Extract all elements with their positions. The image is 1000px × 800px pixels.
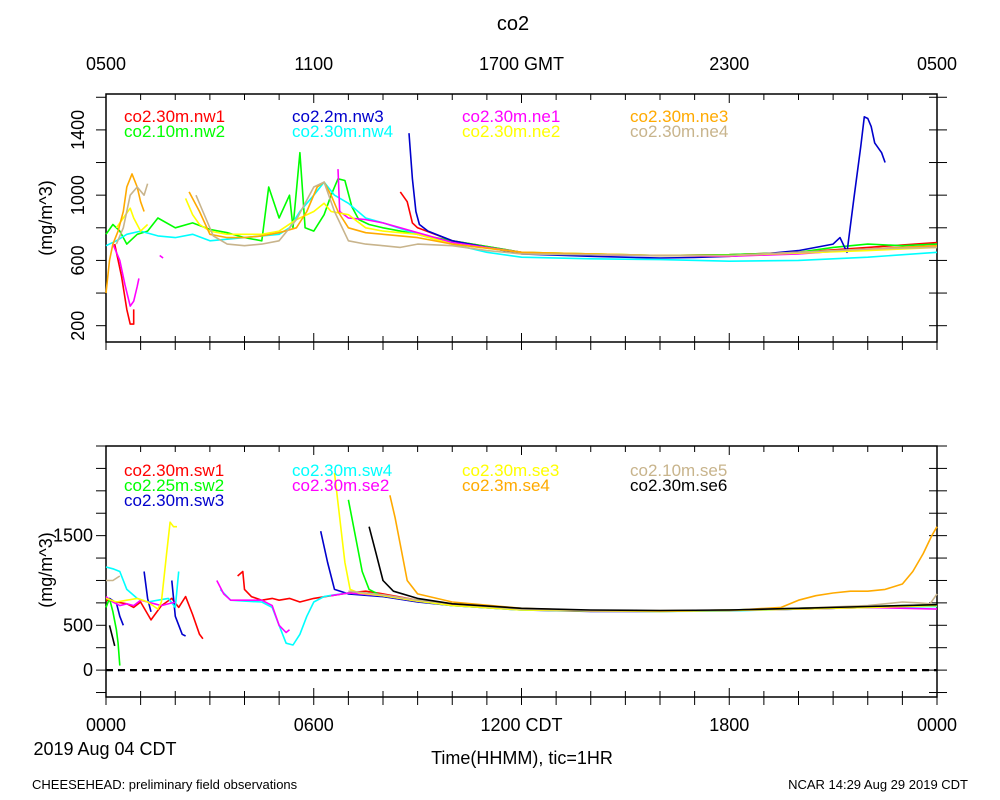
date-label: 2019 Aug 04 CDT	[33, 739, 176, 759]
series-line-co2.30m.ne4	[115, 181, 938, 257]
bottom-panel-lines	[105, 472, 938, 666]
legend-co2.25m.sw2: co2.25m.sw2	[124, 476, 224, 495]
legend-co2.2m.nw3: co2.2m.nw3	[292, 107, 384, 126]
series-line-co2.30m.sw3	[109, 531, 938, 637]
legend-co2.30m.sw1: co2.30m.sw1	[124, 461, 224, 480]
bottom-panel-ticks	[96, 445, 947, 705]
bottom-ytick-label: 500	[63, 615, 93, 635]
series-line-co2.30m.sw1	[105, 570, 938, 640]
legend-co2.30m.se6: co2.30m.se6	[630, 476, 727, 495]
legend-co2.30m.ne1: co2.30m.ne1	[462, 107, 560, 126]
legend-co2.10m.se5: co2.10m.se5	[630, 461, 727, 480]
series-line-co2.30m.sw4	[105, 566, 938, 646]
bottom-axis-tick-label: 1800	[709, 715, 749, 735]
series-line-co2.30m.se2	[105, 580, 938, 634]
legend-co2.30m.sw4: co2.30m.sw4	[292, 461, 392, 480]
top-axis-tick-label: 2300	[709, 54, 749, 74]
legend-co2.30m.se2: co2.30m.se2	[292, 476, 389, 495]
legend-co2.30m.nw1: co2.30m.nw1	[124, 107, 225, 126]
bottom-axis-tick-label: 1200 CDT	[480, 715, 562, 735]
series-line-co2.30m.nw4	[105, 181, 938, 262]
legend-co2.10m.nw2: co2.10m.nw2	[124, 122, 225, 141]
bottom-y-axis-label: (mg/m^3)	[36, 532, 56, 607]
bottom-ytick-label: 0	[83, 660, 93, 680]
top-panel-legend: co2.30m.nw1co2.10m.nw2co2.2m.nw3co2.30m.…	[124, 107, 728, 141]
bottom-axis-tick-label: 0000	[86, 715, 126, 735]
top-y-tick-labels: 200 600 1000 1400	[68, 110, 88, 341]
bottom-ytick-label: 1500	[53, 526, 93, 546]
chart-title: co2	[497, 13, 529, 35]
top-axis-tick-labels: 0500 1100 1700 GMT 2300 0500	[86, 54, 957, 74]
top-y-axis-label: (mg/m^3)	[36, 180, 56, 255]
top-panel-ticks	[96, 94, 947, 350]
legend-co2.30m.nw4: co2.30m.nw4	[292, 122, 393, 141]
top-ytick-label: 1400	[68, 110, 88, 150]
top-axis-tick-label: 1700 GMT	[479, 54, 564, 74]
x-axis-label: Time(HHMM), tic=1HR	[431, 748, 613, 768]
bottom-axis-tick-label: 0000	[917, 715, 957, 735]
bottom-axis-tick-label: 0600	[294, 715, 334, 735]
top-axis-tick-label: 0500	[917, 54, 957, 74]
top-axis-tick-label: 0500	[86, 54, 126, 74]
legend-co2.30m.ne3: co2.30m.ne3	[630, 107, 728, 126]
series-line-co2.25m.sw2	[105, 499, 938, 666]
top-ytick-label: 600	[68, 245, 88, 275]
series-line-co2.10m.se5	[106, 575, 938, 612]
bottom-y-tick-labels: 0 500 1500	[53, 526, 93, 680]
legend-co2.30m.sw3: co2.30m.sw3	[124, 491, 224, 510]
series-line-co2.10m.nw2	[105, 151, 938, 257]
series-line-co2.3m.se4	[389, 495, 938, 612]
top-ytick-label: 200	[68, 311, 88, 341]
bottom-axis-tick-labels: 0000 0600 1200 CDT 1800 0000	[86, 715, 957, 735]
footer-left: CHEESEHEAD: preliminary field observatio…	[32, 777, 298, 792]
top-panel-lines	[105, 116, 938, 325]
top-ytick-label: 1000	[68, 175, 88, 215]
legend-co2.30m.ne2: co2.30m.ne2	[462, 122, 560, 141]
legend-co2.3m.se4: co2.3m.se4	[462, 476, 550, 495]
legend-co2.30m.se3: co2.30m.se3	[462, 461, 559, 480]
series-line-co2.30m.se6	[108, 526, 938, 647]
footer-right: NCAR 14:29 Aug 29 2019 CDT	[788, 777, 968, 792]
legend-co2.30m.ne4: co2.30m.ne4	[630, 122, 728, 141]
top-axis-tick-label: 1100	[294, 54, 333, 74]
